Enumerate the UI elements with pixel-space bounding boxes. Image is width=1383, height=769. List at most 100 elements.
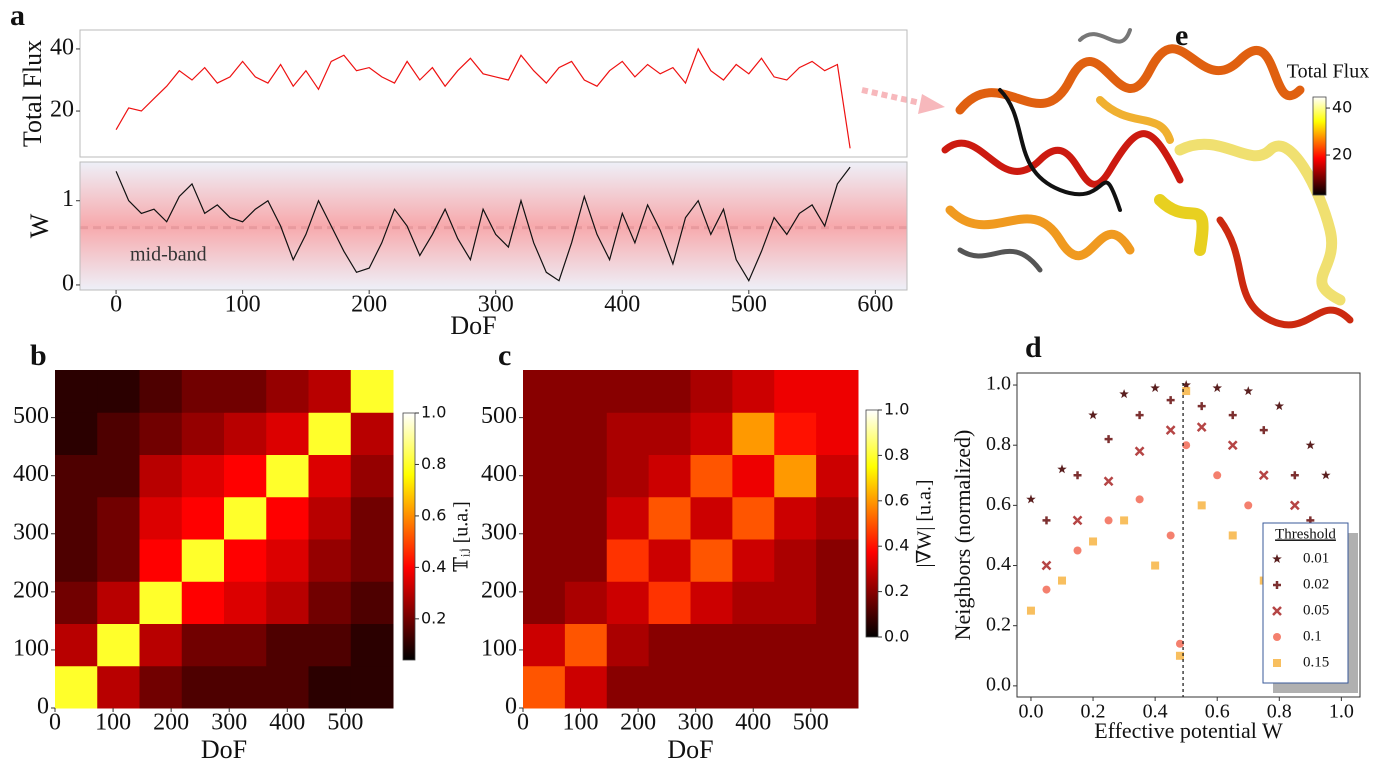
colorbar-label: 𝕋ᵢⱼ [u.a.] xyxy=(451,501,473,572)
y-tick-label: 0.0 xyxy=(986,673,1011,695)
heatmap-cell xyxy=(732,412,775,455)
colorbar-tick-label: 0.2 xyxy=(884,581,909,600)
heatmap-cell xyxy=(55,665,98,709)
heatmap-cell xyxy=(816,412,859,455)
heatmap-cell xyxy=(266,412,309,455)
heatmap-cell xyxy=(774,496,817,540)
x-tick-label: 100 xyxy=(225,292,261,318)
point xyxy=(1072,515,1083,526)
heatmap-cell xyxy=(139,454,183,498)
heatmap-cell xyxy=(606,539,650,582)
heatmap-cell xyxy=(523,539,566,582)
heatmap-cell xyxy=(224,539,267,582)
colorbar-tick-label: 40 xyxy=(1332,98,1352,117)
legend-marker xyxy=(1272,606,1282,616)
point xyxy=(1175,639,1184,648)
arrow xyxy=(861,87,926,107)
colorbar-tick-label: 1.0 xyxy=(884,400,909,419)
heatmap-cell xyxy=(816,665,859,709)
heatmap-cell xyxy=(648,454,691,498)
point xyxy=(1181,380,1191,390)
x-tick-label: 500 xyxy=(793,710,829,736)
point xyxy=(1135,495,1144,504)
heatmap-cell xyxy=(690,412,733,455)
panel-label: d xyxy=(1025,331,1042,364)
heatmap-cell xyxy=(181,665,225,709)
heatmap-cell xyxy=(774,665,817,709)
y-tick-label: 40 xyxy=(50,34,74,60)
point xyxy=(1182,387,1191,396)
heatmap-cell xyxy=(564,412,608,455)
heatmap-cell xyxy=(648,412,691,455)
heatmap-cell xyxy=(732,454,775,498)
colorbar xyxy=(1312,96,1327,196)
heatmap-cell xyxy=(648,623,691,667)
heatmap-cell xyxy=(139,581,183,624)
heatmap-cell xyxy=(350,454,394,498)
point xyxy=(1259,426,1268,435)
heatmap-cell xyxy=(816,539,859,582)
heatmap-cell xyxy=(181,623,225,667)
y-tick-label: 0.4 xyxy=(986,553,1011,575)
point xyxy=(1290,471,1299,480)
plot-frame xyxy=(79,161,908,291)
x-tick-label: 500 xyxy=(731,292,767,318)
heatmap-cell xyxy=(564,623,608,667)
heatmap-cell xyxy=(350,581,394,624)
point xyxy=(1150,383,1160,393)
legend-label: 0.15 xyxy=(1303,654,1329,670)
heatmap-cell xyxy=(774,412,817,455)
heatmap-cell xyxy=(55,581,98,624)
point xyxy=(1258,470,1269,481)
panel-label: c xyxy=(498,339,511,372)
panel-label: a xyxy=(10,0,25,32)
heatmap-cell xyxy=(55,623,98,667)
heatmap-cell xyxy=(181,412,225,455)
heatmap-cell xyxy=(97,623,140,667)
heatmap-cell xyxy=(181,581,225,624)
colorbar-tick-label: 0.4 xyxy=(884,536,909,555)
annotation: mid-band xyxy=(130,243,207,265)
heatmap-cell xyxy=(523,496,566,540)
x-tick-label: 200 xyxy=(620,710,656,736)
heatmap-cell xyxy=(816,370,859,413)
heatmap-cell xyxy=(690,496,733,540)
plot-frame xyxy=(79,29,908,158)
colorbar-tick-label: 0.2 xyxy=(421,608,446,627)
heatmap-cell xyxy=(266,665,309,709)
heatmap-cell xyxy=(523,370,566,413)
heatmap-cell xyxy=(606,454,650,498)
legend-label: 0.1 xyxy=(1303,628,1322,644)
heatmap-cell xyxy=(308,412,352,455)
point xyxy=(1073,471,1082,480)
heatmap-cell xyxy=(690,623,733,667)
panel-label: e xyxy=(1175,19,1188,52)
heatmap-cell xyxy=(606,370,650,413)
heatmap-cell xyxy=(732,665,775,709)
heatmap-cell xyxy=(139,539,183,582)
x-tick-label: 1.0 xyxy=(1329,701,1354,723)
y-tick-label: 0 xyxy=(37,694,49,720)
y-tick-label: 300 xyxy=(13,519,49,545)
point xyxy=(1120,516,1129,525)
heatmap-cell xyxy=(774,454,817,498)
y-tick-label: 400 xyxy=(481,461,517,487)
legend-title: Threshold xyxy=(1275,526,1336,542)
x-tick-label: 0.4 xyxy=(1143,701,1168,723)
heatmap-cell xyxy=(816,454,859,498)
colorbar-tick-label: 0.4 xyxy=(421,557,446,576)
heatmap-cell xyxy=(606,496,650,540)
colorbar-label: |∇W| [u.a.] xyxy=(914,479,936,567)
heatmap-cell xyxy=(564,496,608,540)
heatmap-cell xyxy=(690,370,733,413)
point xyxy=(1151,561,1160,570)
point xyxy=(1058,576,1067,585)
heatmap-cell xyxy=(224,581,267,624)
heatmap-cell xyxy=(648,496,691,540)
x-tick-label: 0.2 xyxy=(1081,701,1106,723)
x-tick-label: 0 xyxy=(517,710,529,736)
heatmap-cell xyxy=(523,623,566,667)
point xyxy=(1274,401,1284,411)
y-tick-label: 1 xyxy=(62,186,74,212)
